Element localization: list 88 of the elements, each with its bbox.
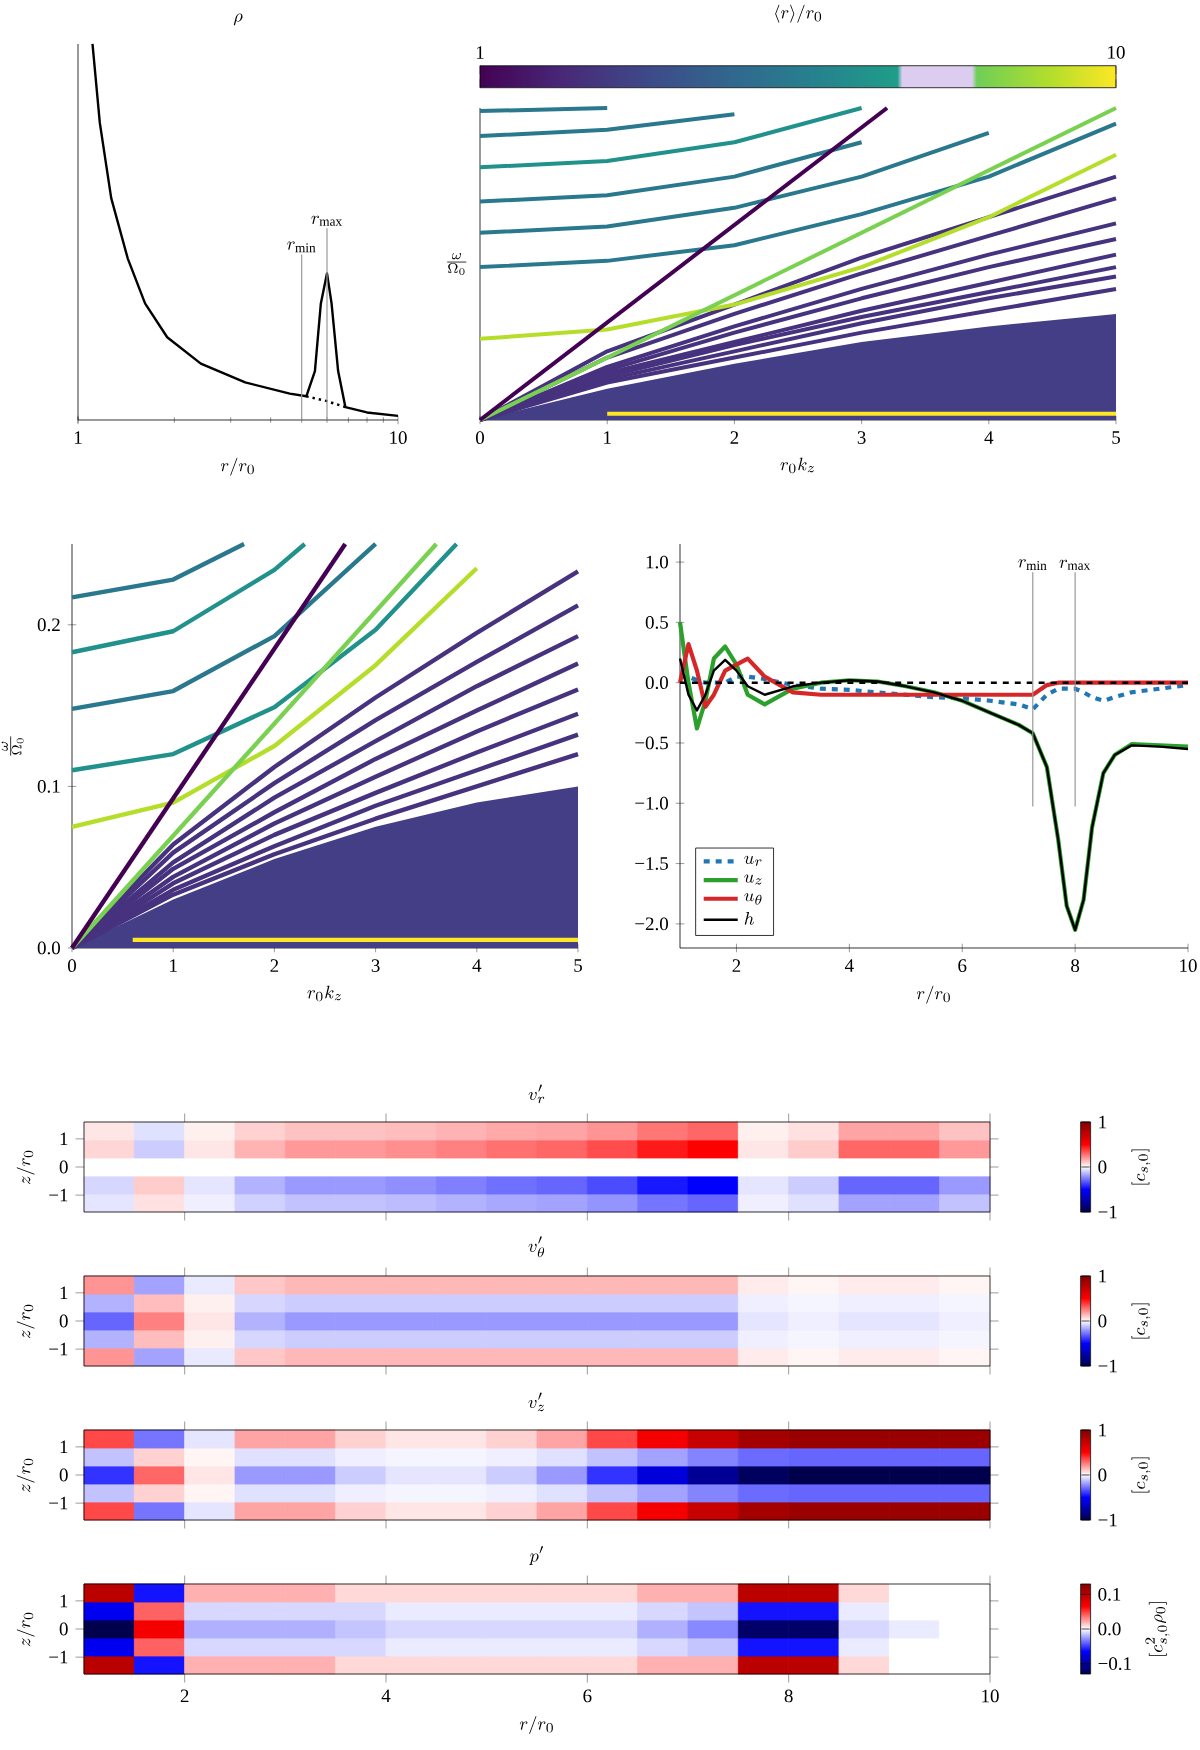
y-tick-label: 0.1: [37, 779, 60, 793]
chart-title: $p'$: [529, 1546, 543, 1565]
x-tick-label: 6: [958, 959, 967, 972]
x-tick-label: 1: [170, 959, 177, 972]
x-tick-label: 6: [583, 1689, 592, 1703]
color-bar-label: −1: [1098, 1513, 1117, 1527]
y-tick-label: 0: [59, 1160, 68, 1174]
legend-label: $u_\theta$: [744, 893, 762, 905]
color-bar-label: 0: [1098, 1160, 1107, 1174]
x-tick-label: 0: [475, 431, 485, 445]
y-axis-title: $z/r_0$: [16, 1304, 35, 1339]
x-tick-label: 4: [472, 959, 482, 972]
x-axis-title: $r/r_0$: [916, 985, 950, 1004]
x-tick-label: 1: [604, 431, 611, 444]
x-tick-label: 10: [982, 1689, 999, 1703]
x-tick-label: 3: [371, 959, 380, 972]
color-bar-title: $[c_{s,0}]$: [1131, 1457, 1151, 1493]
x-axis-title: $r/r_0$: [220, 457, 254, 476]
x-tick-label: 8: [1071, 959, 1080, 973]
color-bar-title: $[c_{s,0}^2\rho_0]$: [1145, 1602, 1170, 1656]
x-tick-label: 4: [844, 959, 854, 972]
ref-line-label: $r_{\min}$: [1018, 559, 1047, 570]
y-tick-label: −0.5: [635, 736, 668, 750]
color-bar-label: 0: [1098, 1468, 1107, 1482]
y-axis-title: $z/r_0$: [16, 1612, 35, 1647]
chart-title: $\rho$: [233, 13, 243, 26]
y-tick-label: 0.0: [37, 941, 60, 955]
color-bar-label: 0.0: [1098, 1622, 1121, 1636]
legend-label: $u_r$: [744, 855, 762, 866]
color-bar-title: $\langle r\rangle/r_0$: [775, 4, 822, 23]
x-axis-title: $r_0k_z$: [780, 457, 815, 474]
x-tick-label: 2: [732, 959, 741, 972]
y-tick-label: −1: [49, 1342, 68, 1356]
color-bar-title: $[c_{s,0}]$: [1131, 1149, 1151, 1185]
legend-label: $u_z$: [744, 874, 762, 885]
color-bar-label: 1: [476, 46, 484, 59]
x-axis-title: $r_0k_z$: [307, 985, 342, 1002]
color-bar-title: $[c_{s,0}]$: [1131, 1303, 1151, 1339]
ref-line-label: $r_{\max}$: [311, 215, 342, 226]
y-tick-label: 1: [60, 1594, 68, 1608]
x-tick-label: 2: [180, 1689, 189, 1703]
x-tick-label: 3: [857, 431, 866, 444]
x-axis-title: $r/r_0$: [519, 1715, 553, 1734]
x-tick-label: 5: [1112, 431, 1120, 444]
chart-title: $v'_\theta$: [528, 1236, 545, 1258]
ref-line-label: $r_{\min}$: [287, 241, 316, 253]
y-tick-label: −1: [49, 1188, 68, 1202]
y-axis-title: $\frac{\omega}{\Omega_0}$: [447, 253, 467, 275]
color-bar-label: −1: [1098, 1359, 1117, 1373]
x-tick-label: 2: [730, 431, 739, 444]
y-tick-label: 0: [59, 1622, 68, 1636]
y-tick-label: 1: [60, 1286, 68, 1300]
x-tick-label: 4: [984, 431, 994, 444]
chart-title: $v'_z$: [528, 1392, 545, 1412]
y-tick-label: −1.5: [635, 857, 668, 870]
y-tick-label: −2.0: [635, 917, 668, 931]
y-tick-label: 0: [59, 1468, 68, 1482]
x-tick-label: 10: [1180, 959, 1197, 973]
x-tick-label: 5: [574, 959, 582, 972]
x-tick-label: 4: [381, 1689, 391, 1702]
y-tick-label: 1: [60, 1132, 68, 1146]
y-tick-label: 0.0: [645, 676, 668, 690]
y-axis-title: $\frac{\omega}{\Omega_0}$: [1, 736, 24, 756]
x-tick-label: 8: [784, 1689, 793, 1703]
y-axis-title: $z/r_0$: [16, 1458, 35, 1493]
color-bar-label: −1: [1098, 1205, 1117, 1219]
color-bar-label: −0.1: [1098, 1657, 1131, 1671]
color-bar-label: 0: [1098, 1314, 1107, 1328]
y-tick-label: −1: [49, 1650, 68, 1664]
color-bar-label: 1: [1099, 1115, 1106, 1129]
ref-line-label: $r_{\max}$: [1059, 559, 1091, 570]
y-tick-label: 0.2: [37, 618, 60, 632]
legend-label: $h$: [744, 912, 754, 925]
y-tick-label: −1: [49, 1496, 68, 1510]
x-tick-label: 2: [270, 959, 279, 972]
color-bar-label: 10: [1108, 45, 1125, 59]
color-bar-label: 1: [1099, 1423, 1106, 1437]
y-tick-label: 0: [59, 1314, 68, 1328]
color-bar-label: 0.1: [1098, 1587, 1121, 1601]
y-tick-label: 1: [60, 1440, 68, 1454]
x-tick-label: 10: [390, 431, 407, 445]
y-tick-label: 1.0: [646, 555, 668, 569]
chart-title: $v'_r$: [528, 1084, 545, 1104]
color-bar-label: 1: [1099, 1269, 1106, 1283]
x-tick-label: 1: [74, 431, 82, 444]
y-tick-label: −1.0: [635, 796, 668, 810]
y-tick-label: 0.5: [645, 615, 668, 629]
y-axis-title: $z/r_0$: [16, 1150, 35, 1185]
